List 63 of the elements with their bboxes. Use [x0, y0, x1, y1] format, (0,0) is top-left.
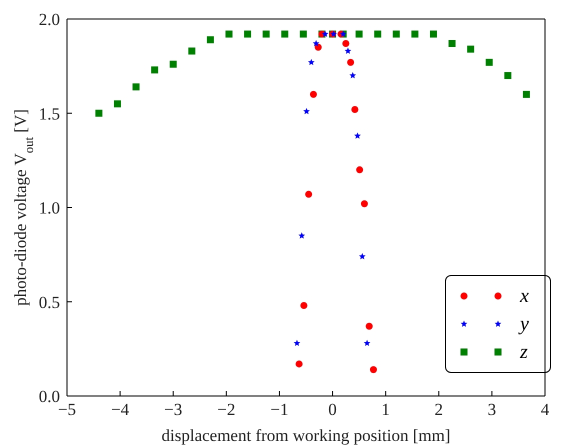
- legend-label: x: [520, 284, 530, 308]
- x-tick-label: 4: [540, 400, 550, 420]
- x-tick-label: −5: [58, 400, 76, 420]
- point: [206, 36, 214, 44]
- y-tick-label: 2.0: [38, 10, 60, 30]
- point: [303, 108, 310, 114]
- point: [298, 232, 306, 239]
- point: [392, 30, 400, 38]
- point: [366, 322, 373, 330]
- x-tick-label: −1: [270, 400, 288, 420]
- point: [300, 302, 308, 310]
- point: [349, 72, 356, 78]
- point: [370, 366, 377, 374]
- y-tick-label: 0.0: [38, 387, 60, 406]
- point: [342, 40, 350, 48]
- point: [188, 48, 196, 55]
- x-tick-label: 2: [434, 400, 444, 420]
- point: [358, 253, 366, 260]
- point: [281, 30, 288, 38]
- point: [448, 40, 456, 48]
- x-tick-label: 1: [381, 400, 390, 420]
- point: [364, 340, 370, 346]
- x-tick-label: −3: [164, 400, 182, 420]
- point: [305, 190, 312, 198]
- point: [351, 106, 358, 113]
- point: [344, 48, 352, 54]
- legend-label: y: [520, 312, 530, 336]
- point: [374, 30, 382, 38]
- x-tick-label: 3: [488, 400, 496, 420]
- point: [170, 60, 177, 68]
- legend-label: z: [520, 340, 529, 364]
- point: [356, 166, 364, 174]
- y-tick-label: 1.0: [38, 198, 60, 218]
- point: [347, 58, 354, 66]
- point: [244, 30, 252, 38]
- point: [522, 90, 530, 98]
- point: [411, 30, 418, 38]
- point: [262, 30, 270, 38]
- x-tick-label: −2: [217, 400, 236, 420]
- point: [312, 40, 320, 46]
- x-axis-title: displacement from working position [mm]: [162, 426, 450, 445]
- point: [310, 90, 317, 98]
- point: [354, 132, 361, 139]
- y-tick-label: 0.5: [38, 292, 60, 312]
- point: [132, 83, 140, 90]
- point: [467, 46, 474, 53]
- y-tick-label: 1.5: [38, 104, 60, 124]
- point: [322, 30, 328, 37]
- point: [294, 340, 300, 346]
- point: [360, 200, 368, 208]
- point: [114, 100, 121, 108]
- point: [504, 72, 512, 80]
- point: [300, 30, 307, 38]
- point: [308, 58, 315, 66]
- x-tick-label: 0: [328, 400, 337, 420]
- point: [296, 360, 303, 368]
- point: [356, 30, 363, 38]
- point: [151, 66, 158, 74]
- point: [95, 110, 102, 117]
- point: [486, 58, 493, 66]
- x-tick-label: −4: [111, 400, 130, 420]
- point: [225, 30, 232, 38]
- point: [430, 30, 437, 38]
